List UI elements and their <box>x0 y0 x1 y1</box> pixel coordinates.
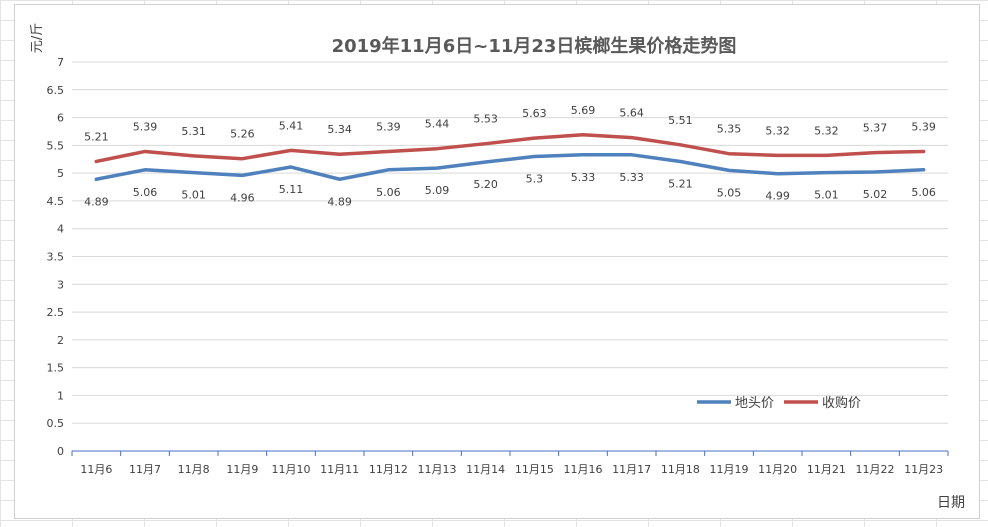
data-label: 5.01 <box>814 189 839 202</box>
x-tick-label: 11月12 <box>369 463 408 476</box>
y-tick-label: 7 <box>57 56 64 69</box>
data-label: 5.11 <box>279 183 304 196</box>
x-tick-label: 11月20 <box>758 463 797 476</box>
x-tick-label: 11月22 <box>856 463 895 476</box>
x-tick-label: 11月14 <box>466 463 505 476</box>
data-label: 5.21 <box>84 130 109 143</box>
legend-label: 收购价 <box>822 395 861 411</box>
x-tick-label: 11月8 <box>178 463 210 476</box>
x-axis-title: 日期 <box>937 495 965 511</box>
data-label: 5.41 <box>279 119 304 132</box>
data-label: 5.06 <box>376 186 401 199</box>
data-label: 4.96 <box>230 191 255 204</box>
legend-label: 地头价 <box>735 396 774 411</box>
data-label: 5.51 <box>668 114 693 127</box>
data-label: 5.02 <box>863 188 888 201</box>
x-tick-label: 11月15 <box>515 463 554 476</box>
gridlines <box>72 61 948 424</box>
y-tick-label: 6 <box>57 112 64 125</box>
x-tick-label: 11月21 <box>807 463 846 476</box>
y-tick-label: 1.5 <box>47 362 65 375</box>
series-layer <box>94 133 926 182</box>
x-tick-label: 11月11 <box>320 463 359 476</box>
y-tick-label: 0.5 <box>47 417 65 430</box>
data-label: 5.33 <box>571 171 596 184</box>
y-tick-label: 6.5 <box>47 84 65 97</box>
data-label: 5.05 <box>717 186 742 199</box>
data-label: 5.26 <box>230 128 255 141</box>
x-tick-label: 11月23 <box>904 463 943 476</box>
data-label: 5.09 <box>425 184 450 197</box>
data-label: 5.06 <box>911 186 936 199</box>
data-label: 5.39 <box>376 120 401 133</box>
data-label: 5.06 <box>133 186 158 199</box>
y-tick-label: 3 <box>57 278 64 291</box>
data-label: 5.31 <box>181 125 206 138</box>
x-tick-label: 11月9 <box>226 463 258 476</box>
data-label: 5.21 <box>668 177 693 190</box>
axes: 0 0.5 1 1.5 2 2.5 3 3.5 4 4.5 5 5.5 6 6.5 7 11月6 11月7 11月… <box>47 56 949 476</box>
x-tick-label: 11月7 <box>129 463 161 476</box>
y-tick-label: 5.5 <box>47 139 65 152</box>
chart-title: 2019年11月6日~11月23日槟榔生果价格走势图 <box>332 35 737 57</box>
data-label: 5.39 <box>133 120 158 133</box>
data-label: 5.35 <box>717 123 742 136</box>
data-label: 5.69 <box>571 104 596 117</box>
x-tick-label: 11月13 <box>418 463 457 476</box>
y-tick-label: 2.5 <box>47 306 65 319</box>
data-label: 4.89 <box>327 195 352 208</box>
x-tick-label: 11月10 <box>272 463 311 476</box>
data-label: 5.64 <box>619 107 644 120</box>
data-label: 5.33 <box>619 171 644 184</box>
y-tick-label: 4 <box>57 223 64 236</box>
data-label: 5.44 <box>425 118 450 131</box>
data-label: 5.32 <box>765 124 790 137</box>
y-tick-label: 3.5 <box>47 251 65 264</box>
data-labels-layer: 4.895.06 5.01 4.965.114.895.06 5.09 5.20 5.3 5… <box>84 104 936 208</box>
legend: 地头价 收购价 <box>697 395 861 411</box>
y-tick-label: 1 <box>57 389 64 402</box>
series-line-ditoujia <box>94 153 926 182</box>
x-tick-label: 11月17 <box>612 463 651 476</box>
data-label: 5.32 <box>814 124 839 137</box>
data-label: 4.99 <box>765 190 790 203</box>
x-tick-label: 11月16 <box>564 463 603 476</box>
data-label: 5.20 <box>473 178 498 191</box>
data-label: 5.39 <box>911 120 936 133</box>
y-tick-label: 0 <box>57 445 64 458</box>
x-tick-label: 11月19 <box>710 463 749 476</box>
y-tick-label: 5 <box>57 167 64 180</box>
data-label: 5.37 <box>863 122 888 135</box>
data-label: 5.3 <box>526 172 544 185</box>
data-label: 4.89 <box>84 195 109 208</box>
y-tick-label: 4.5 <box>47 195 65 208</box>
y-tick-label: 2 <box>57 334 64 347</box>
x-tick-label: 11月18 <box>661 463 700 476</box>
x-tick-label: 11月6 <box>80 463 112 476</box>
series-line-shougoujia <box>94 133 926 164</box>
data-label: 5.01 <box>181 189 206 202</box>
data-label: 5.34 <box>327 123 352 136</box>
y-axis-title: 元/斤 <box>30 23 45 53</box>
data-label: 5.53 <box>473 113 498 126</box>
data-label: 5.63 <box>522 107 547 120</box>
